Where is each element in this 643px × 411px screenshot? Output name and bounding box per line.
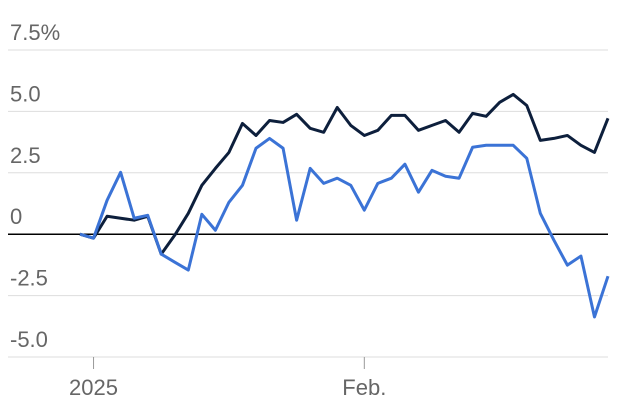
y-tick-label: 7.5% (10, 20, 60, 45)
y-tick-label: 2.5 (10, 143, 41, 168)
x-tick-label: 2025 (69, 375, 118, 400)
y-tick-label: 0 (10, 204, 22, 229)
data-line (79, 92, 610, 256)
data-line (79, 136, 610, 319)
y-tick-label: -5.0 (10, 327, 48, 352)
x-tick-label: Feb. (342, 375, 386, 400)
y-tick-label: 5.0 (10, 81, 41, 106)
y-tick-label: -2.5 (10, 266, 48, 291)
